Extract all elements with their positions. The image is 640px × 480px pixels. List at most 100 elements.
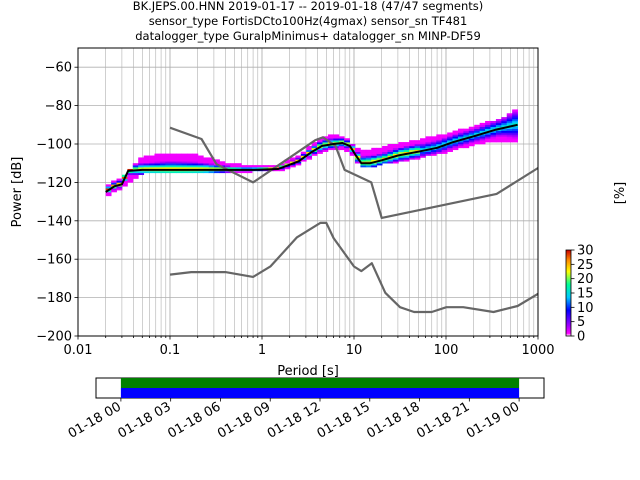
colorbar-tick-label: 20 (577, 272, 594, 287)
density-cell (219, 170, 226, 174)
density-cell (116, 186, 123, 189)
density-cell (289, 165, 296, 168)
density-cell (138, 157, 145, 160)
density-cell (230, 165, 237, 168)
y-tick-label: −200 (36, 330, 72, 345)
density-cell (501, 132, 508, 135)
density-cell (127, 174, 134, 177)
density-cell (284, 167, 291, 170)
density-cell (403, 145, 410, 149)
density-cell (387, 144, 394, 147)
density-cell (506, 117, 513, 120)
density-cell (425, 144, 432, 147)
density-cell (154, 167, 161, 170)
y-tick-label: −100 (36, 138, 72, 153)
density-cell (457, 128, 464, 131)
density-cell (235, 165, 242, 168)
density-cell (495, 136, 502, 139)
density-cell (452, 134, 459, 137)
density-cell (409, 142, 416, 145)
density-cell (170, 153, 177, 156)
density-cell (143, 163, 150, 166)
density-cell (512, 119, 518, 122)
density-cell (474, 126, 481, 129)
density-cell (376, 155, 383, 158)
density-cell (501, 134, 508, 137)
density-cell (441, 147, 448, 151)
density-cell (241, 165, 248, 168)
density-cell (181, 161, 188, 164)
density-cell (149, 157, 155, 160)
density-cell (360, 153, 367, 156)
density-cell (441, 134, 448, 137)
x-tick-label: 0.01 (64, 343, 93, 358)
density-cell (409, 145, 416, 149)
density-cell (495, 122, 502, 126)
density-cell (365, 153, 372, 156)
density-cell (479, 126, 486, 129)
density-cell (181, 159, 188, 162)
density-cell (159, 163, 166, 166)
density-cell (371, 155, 378, 158)
density-cell (197, 167, 204, 170)
density-cell (111, 182, 117, 185)
density-cell (474, 138, 481, 141)
density-cell (463, 130, 470, 133)
density-cell (159, 155, 166, 158)
timeline-tick-label: 01-18 21 (414, 399, 472, 441)
density-cell (111, 188, 117, 191)
density-cell (409, 144, 416, 147)
density-cell (420, 145, 426, 149)
title-line-3: datalogger_type GuralpMinimus+ datalogge… (135, 29, 481, 43)
density-cell (468, 128, 475, 131)
density-cell (322, 142, 329, 145)
density-cell (154, 163, 161, 166)
density-cell (354, 153, 361, 156)
density-cell (457, 136, 464, 139)
density-cell (186, 161, 193, 164)
density-cell (468, 140, 475, 143)
density-cell (501, 130, 508, 133)
density-cell (425, 149, 432, 152)
density-cell (257, 167, 264, 170)
density-cell (387, 155, 394, 158)
density-cell (430, 136, 437, 139)
density-cell (392, 151, 399, 154)
density-cell (224, 170, 231, 174)
density-cell (382, 155, 388, 158)
density-cell (403, 142, 410, 145)
density-cell (132, 167, 139, 170)
density-cell (382, 147, 388, 151)
density-cell (154, 155, 161, 158)
density-cell (192, 165, 199, 168)
density-cell (170, 170, 177, 174)
density-cell (512, 117, 518, 120)
density-cell (392, 159, 399, 162)
timeline-tick-label: 01-18 00 (66, 399, 124, 441)
density-cell (457, 134, 464, 137)
density-cell (192, 170, 199, 174)
density-cell (149, 163, 155, 166)
density-cell (506, 132, 513, 135)
density-cell (392, 153, 399, 156)
density-cell (327, 147, 334, 151)
density-cell (327, 140, 334, 143)
density-cell (149, 161, 155, 164)
density-cell (344, 142, 350, 145)
density-cell (468, 126, 475, 129)
density-cell (447, 136, 453, 139)
density-cell (149, 155, 155, 158)
y-tick-label: −140 (36, 214, 72, 229)
density-cell (414, 155, 421, 158)
density-cell (387, 145, 394, 149)
density-cell (257, 165, 264, 168)
density-cell (425, 142, 432, 145)
density-cell (506, 120, 513, 124)
density-cell (490, 126, 497, 129)
density-cell (463, 132, 470, 135)
density-cell (279, 163, 285, 166)
density-cell (436, 149, 443, 152)
density-cell (197, 159, 204, 162)
density-cell (344, 149, 350, 152)
